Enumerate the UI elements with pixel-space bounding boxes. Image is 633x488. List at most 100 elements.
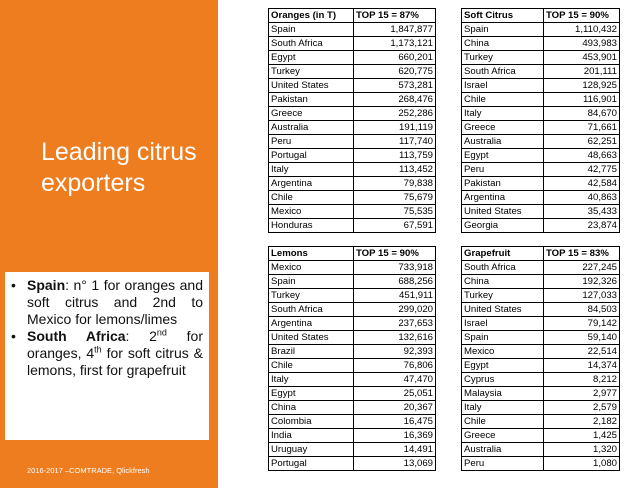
country-cell: Italy — [461, 400, 544, 415]
table-row: Australia 62,251 — [461, 134, 620, 149]
table-row: China 20,367 — [268, 400, 436, 415]
table-header-label: Soft Citrus — [461, 8, 544, 23]
value-cell: 40,863 — [543, 190, 620, 205]
bullet-icon: • — [11, 328, 16, 344]
country-cell: Italy — [268, 372, 354, 387]
value-cell: 79,838 — [353, 176, 436, 191]
value-cell: 2,182 — [543, 414, 620, 429]
value-cell: 8,212 — [543, 372, 620, 387]
table-row: Chile 76,806 — [268, 358, 436, 373]
soft-citrus-table: Soft Citrus TOP 15 = 90% Spain 1,110,432 Chi… — [461, 8, 620, 233]
bullet-icon: • — [11, 277, 16, 293]
table-row: Malaysia 2,977 — [461, 386, 620, 401]
note-country: Spain — [27, 277, 66, 293]
value-cell: 117,740 — [353, 134, 436, 149]
grapefruit-table: Grapefruit TOP 15 = 83% South Africa 227,24… — [461, 246, 620, 471]
country-cell: Argentina — [268, 176, 354, 191]
value-cell: 71,661 — [543, 120, 620, 135]
table-row: Australia 1,320 — [461, 442, 620, 457]
country-cell: Italy — [461, 106, 544, 121]
table-row: Spain 1,110,432 — [461, 22, 620, 37]
table-row: China 493,983 — [461, 36, 620, 51]
table-row: Egypt 25,051 — [268, 386, 436, 401]
table-row: Turkey 620,775 — [268, 64, 436, 79]
note-country: South Africa — [27, 328, 126, 344]
country-cell: Spain — [268, 274, 354, 289]
notes-box: • Spain: n° 1 for oranges and soft citru… — [5, 272, 209, 440]
note-superscript: nd — [156, 327, 167, 338]
value-cell: 227,245 — [543, 260, 620, 275]
country-cell: Greece — [268, 106, 354, 121]
table-row: Egypt 48,663 — [461, 148, 620, 163]
value-cell: 620,775 — [353, 64, 436, 79]
country-cell: Chile — [268, 358, 354, 373]
table-row: Chile 116,901 — [461, 92, 620, 107]
value-cell: 113,452 — [353, 162, 436, 177]
table-row: Cyprus 8,212 — [461, 372, 620, 387]
country-cell: India — [268, 428, 354, 443]
country-cell: Chile — [461, 92, 544, 107]
country-cell: China — [268, 400, 354, 415]
value-cell: 20,367 — [353, 400, 436, 415]
value-cell: 1,425 — [543, 428, 620, 443]
country-cell: United States — [461, 204, 544, 219]
note-text: : 2 — [125, 328, 157, 344]
table-row: Colombia 16,475 — [268, 414, 436, 429]
table-row: Mexico 75,535 — [268, 204, 436, 219]
table-header-share: TOP 15 = 87% — [353, 8, 436, 23]
country-cell: Greece — [461, 428, 544, 443]
table-row: Egypt 660,201 — [268, 50, 436, 65]
country-cell: South Africa — [461, 260, 544, 275]
country-cell: South Africa — [461, 64, 544, 79]
country-cell: Argentina — [268, 316, 354, 331]
country-cell: Georgia — [461, 218, 544, 233]
value-cell: 1,320 — [543, 442, 620, 457]
table-row: India 16,369 — [268, 428, 436, 443]
country-cell: Spain — [461, 330, 544, 345]
value-cell: 1,080 — [543, 456, 620, 471]
country-cell: Australia — [461, 134, 544, 149]
table-row: Australia 191,119 — [268, 120, 436, 135]
table-header-label: Grapefruit — [461, 246, 544, 261]
value-cell: 116,901 — [543, 92, 620, 107]
table-row: Chile 2,182 — [461, 414, 620, 429]
table-row: Peru 117,740 — [268, 134, 436, 149]
table-header-row: Soft Citrus TOP 15 = 90% — [461, 8, 620, 23]
value-cell: 14,491 — [353, 442, 436, 457]
country-cell: Peru — [268, 134, 354, 149]
country-cell: Egypt — [268, 50, 354, 65]
value-cell: 2,579 — [543, 400, 620, 415]
value-cell: 453,901 — [543, 50, 620, 65]
value-cell: 76,806 — [353, 358, 436, 373]
value-cell: 62,251 — [543, 134, 620, 149]
table-row: Italy 2,579 — [461, 400, 620, 415]
value-cell: 1,110,432 — [543, 22, 620, 37]
country-cell: Chile — [268, 190, 354, 205]
table-header-share: TOP 15 = 90% — [543, 8, 620, 23]
value-cell: 16,475 — [353, 414, 436, 429]
country-cell: Egypt — [268, 386, 354, 401]
table-row: Mexico 733,918 — [268, 260, 436, 275]
table-row: Argentina 237,653 — [268, 316, 436, 331]
note-text: : n° 1 for oranges and soft citrus and 2… — [27, 277, 203, 327]
table-header-row: Grapefruit TOP 15 = 83% — [461, 246, 620, 261]
country-cell: South Africa — [268, 302, 354, 317]
table-row: Peru 42,775 — [461, 162, 620, 177]
table-row: Argentina 79,838 — [268, 176, 436, 191]
country-cell: Chile — [461, 414, 544, 429]
country-cell: United States — [268, 78, 354, 93]
value-cell: 252,286 — [353, 106, 436, 121]
table-header-share: TOP 15 = 90% — [353, 246, 436, 261]
table-row: Greece 252,286 — [268, 106, 436, 121]
country-cell: Argentina — [461, 190, 544, 205]
note-text: for soft citrus & lemons, first for grap… — [27, 345, 203, 378]
table-row: Israel 79,142 — [461, 316, 620, 331]
orange-side-panel: Leading citrus exporters • Spain: n° 1 f… — [0, 0, 218, 488]
table-row: Spain 688,256 — [268, 274, 436, 289]
table-row: Uruguay 14,491 — [268, 442, 436, 457]
country-cell: Australia — [268, 120, 354, 135]
table-row: Peru 1,080 — [461, 456, 620, 471]
country-cell: Turkey — [268, 64, 354, 79]
table-row: Argentina 40,863 — [461, 190, 620, 205]
table-row: Spain 1,847,877 — [268, 22, 436, 37]
